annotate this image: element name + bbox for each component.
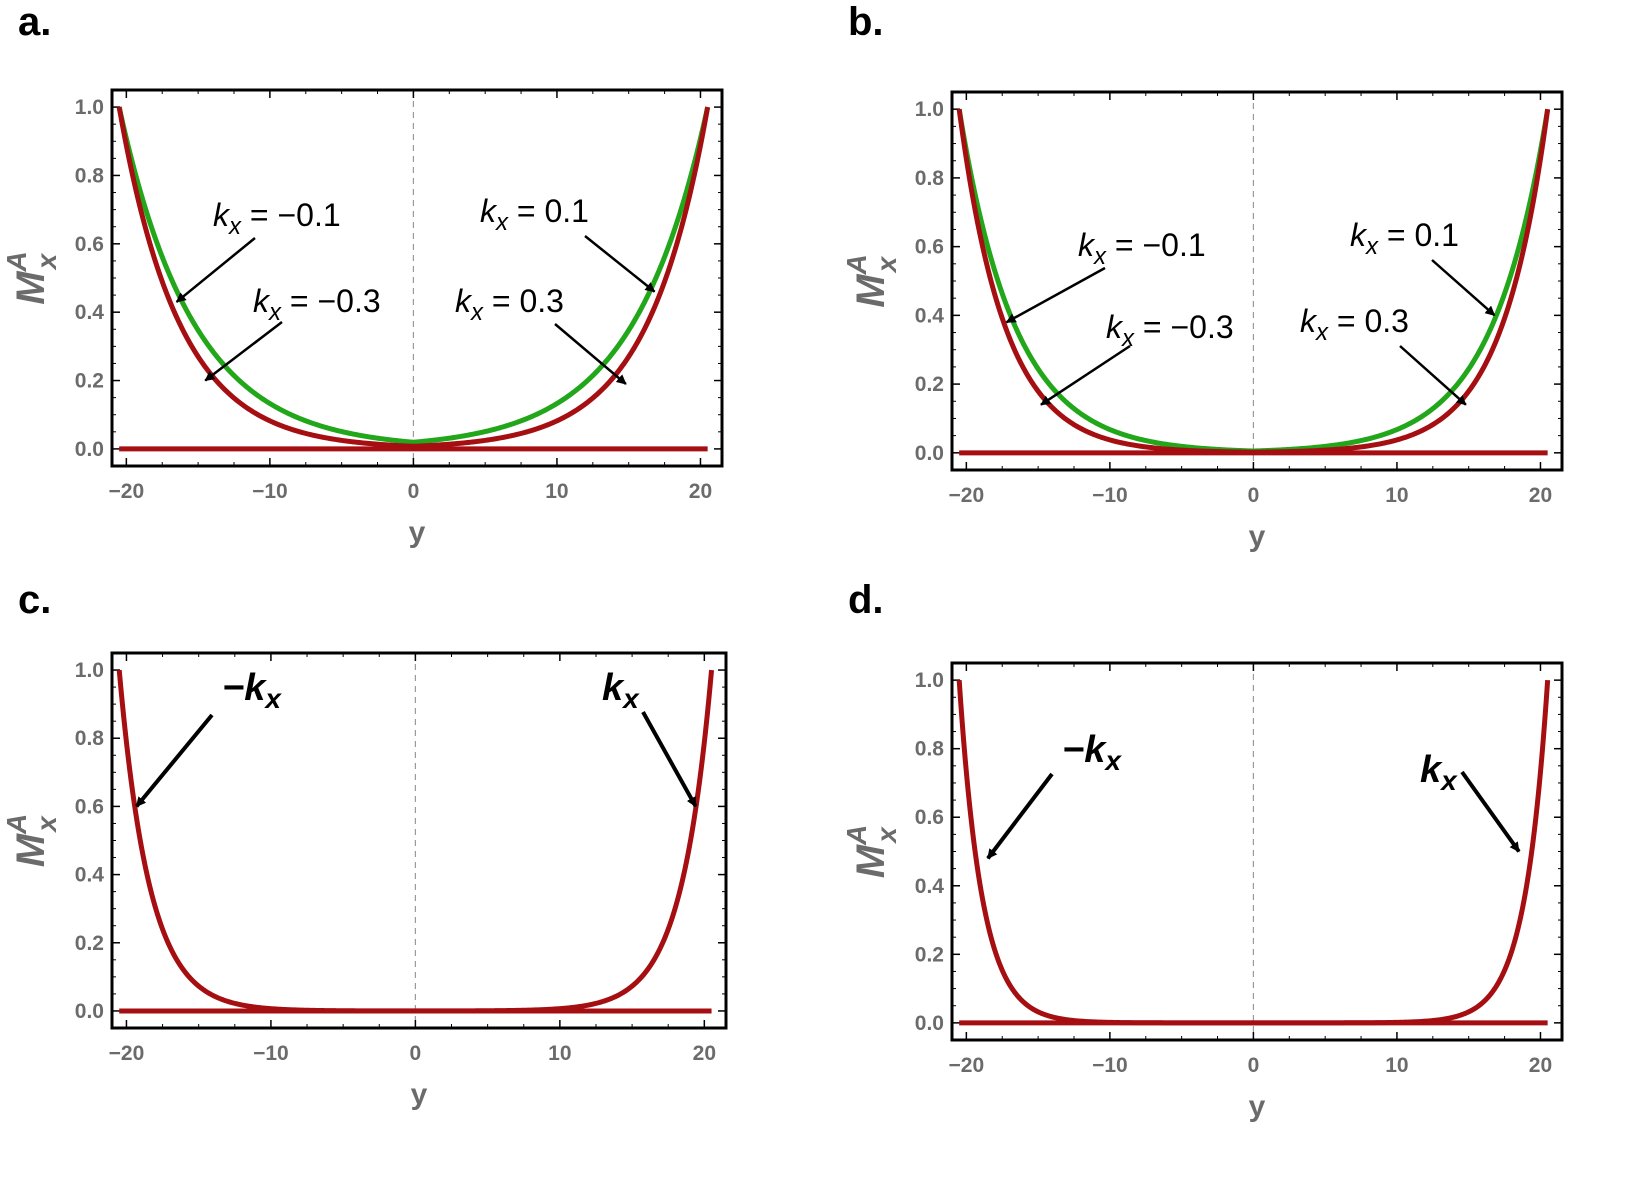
annotation-arrow bbox=[135, 713, 214, 808]
annotation-label: kx = 0.1 bbox=[1350, 217, 1459, 260]
y-tick-label: 0.8 bbox=[915, 167, 945, 190]
y-tick-label: 0.4 bbox=[75, 301, 105, 324]
y-tick-label: 0.8 bbox=[75, 727, 105, 750]
y-tick-label: 0.0 bbox=[75, 438, 104, 461]
plot-frame bbox=[950, 90, 1564, 472]
annotation-arrow bbox=[204, 321, 283, 382]
x-tick-label: 20 bbox=[689, 480, 712, 503]
chart-panel-2: −20 −10 0 10 20 0.0 0.2 0.4 0.6 0.8 1.0 y MAx kx = −0… bbox=[841, 90, 1564, 553]
annotation-arrow bbox=[641, 711, 698, 808]
plot-frame bbox=[950, 661, 1564, 1042]
panel-label-d: d. bbox=[848, 578, 884, 622]
y-tick-label: 0.4 bbox=[75, 864, 105, 887]
x-tick-label: −20 bbox=[949, 1054, 985, 1077]
annotation-arrow bbox=[1399, 345, 1467, 406]
annotation-label: kx bbox=[1420, 749, 1458, 796]
series-green-curve bbox=[116, 106, 711, 445]
annotation-label: kx = −0.1 bbox=[1078, 227, 1206, 270]
x-tick-label: −10 bbox=[1092, 484, 1128, 507]
chart-panel-3: −20 −10 0 10 20 0.0 0.2 0.4 0.6 0.8 1.0 y MAx −kx kx bbox=[1, 651, 728, 1111]
x-tick-label: 0 bbox=[1248, 484, 1260, 507]
annotation-arrow bbox=[175, 237, 256, 303]
annotation-arrow bbox=[986, 772, 1054, 860]
x-tick-label: −10 bbox=[1092, 1054, 1128, 1077]
y-tick-label: 0.6 bbox=[75, 795, 104, 818]
y-tick-label: 0.2 bbox=[915, 373, 944, 396]
annotation-label: kx = −0.1 bbox=[213, 197, 341, 240]
y-tick-label: 0.4 bbox=[915, 304, 945, 327]
x-tick-label: 10 bbox=[1385, 1054, 1408, 1077]
series-red-curve bbox=[116, 106, 711, 449]
annotation-label: kx = 0.3 bbox=[455, 283, 564, 326]
y-tick-label: 1.0 bbox=[915, 669, 944, 692]
x-tick-label: 10 bbox=[1385, 484, 1408, 507]
panel-label-c: c. bbox=[18, 578, 52, 622]
annotation-arrow bbox=[1460, 770, 1521, 853]
y-tick-label: 0.2 bbox=[915, 943, 944, 966]
x-tick-label: −10 bbox=[253, 1042, 289, 1065]
annotation-arrow bbox=[1431, 259, 1496, 317]
x-tick-label: −20 bbox=[109, 1042, 145, 1065]
y-tick-label: 0.2 bbox=[75, 932, 104, 955]
y-tick-label: 1.0 bbox=[75, 659, 104, 682]
x-tick-label: −10 bbox=[252, 480, 288, 503]
y-axis-label: MAx bbox=[841, 825, 902, 879]
y-tick-label: 0.8 bbox=[75, 164, 105, 187]
y-tick-label: 0.0 bbox=[75, 1000, 104, 1023]
x-tick-label: −20 bbox=[109, 480, 145, 503]
x-tick-label: 20 bbox=[1529, 484, 1552, 507]
y-tick-label: 1.0 bbox=[75, 96, 104, 119]
plot-frame bbox=[110, 88, 724, 468]
x-tick-label: 0 bbox=[410, 1042, 422, 1065]
annotation-arrow bbox=[1005, 266, 1106, 324]
y-tick-label: 0.0 bbox=[915, 1012, 944, 1035]
panel-label-b: b. bbox=[848, 0, 884, 44]
y-tick-label: 0.6 bbox=[915, 236, 944, 259]
annotation-label: −kx bbox=[1062, 729, 1122, 776]
y-tick-label: 0.6 bbox=[75, 233, 104, 256]
y-tick-label: 0.0 bbox=[915, 442, 944, 465]
x-axis-label: y bbox=[411, 1078, 428, 1111]
annotation-label: kx = −0.3 bbox=[1106, 309, 1234, 352]
chart-panel-4: −20 −10 0 10 20 0.0 0.2 0.4 0.6 0.8 1.0 y MAx −kx kx bbox=[841, 661, 1564, 1123]
x-axis-label: y bbox=[1249, 520, 1266, 553]
x-tick-label: 0 bbox=[408, 480, 420, 503]
y-axis-label: MAx bbox=[841, 254, 902, 308]
x-tick-label: 10 bbox=[545, 480, 568, 503]
x-axis-label: y bbox=[1249, 1090, 1266, 1123]
x-tick-label: 0 bbox=[1248, 1054, 1260, 1077]
annotation-label: kx = 0.3 bbox=[1300, 303, 1409, 346]
x-tick-label: 10 bbox=[548, 1042, 571, 1065]
annotation-label: kx bbox=[602, 667, 640, 714]
annotation-label: −kx bbox=[222, 667, 282, 714]
x-axis-label: y bbox=[409, 516, 426, 549]
chart-panel-1: −20 −10 0 10 20 0.0 0.2 0.4 0.6 0.8 1.0 y MAx kx = −0… bbox=[1, 88, 724, 549]
y-tick-label: 0.2 bbox=[75, 370, 104, 393]
x-tick-label: 20 bbox=[693, 1042, 716, 1065]
annotation-arrow bbox=[554, 323, 627, 385]
y-axis-label: MAx bbox=[1, 814, 62, 868]
annotation-label: kx = −0.3 bbox=[253, 283, 381, 326]
y-tick-label: 1.0 bbox=[915, 98, 944, 121]
y-axis-label: MAx bbox=[1, 251, 62, 305]
y-tick-label: 0.8 bbox=[915, 738, 945, 761]
y-tick-label: 0.6 bbox=[915, 806, 944, 829]
x-tick-label: 20 bbox=[1529, 1054, 1552, 1077]
panel-label-a: a. bbox=[18, 0, 52, 44]
annotation-label: kx = 0.1 bbox=[480, 193, 589, 236]
annotation-arrow bbox=[1040, 344, 1131, 406]
y-tick-label: 0.4 bbox=[915, 875, 945, 898]
x-tick-label: −20 bbox=[949, 484, 985, 507]
annotation-arrow bbox=[584, 235, 656, 293]
